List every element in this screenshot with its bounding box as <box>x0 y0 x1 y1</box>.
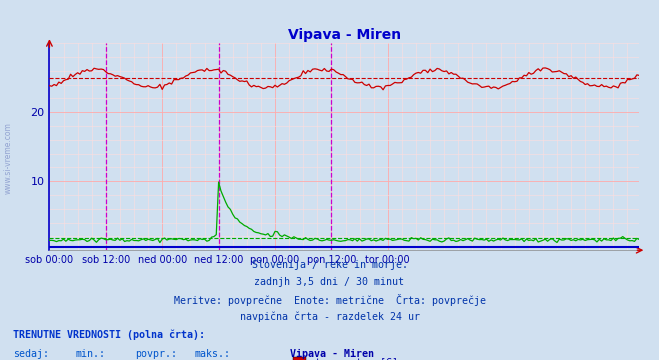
Text: www.si-vreme.com: www.si-vreme.com <box>3 122 13 194</box>
Text: zadnjh 3,5 dni / 30 minut: zadnjh 3,5 dni / 30 minut <box>254 277 405 287</box>
Text: povpr.:: povpr.: <box>135 349 177 359</box>
Text: TRENUTNE VREDNOSTI (polna črta):: TRENUTNE VREDNOSTI (polna črta): <box>13 329 205 340</box>
Text: temperatura[C]: temperatura[C] <box>314 358 398 360</box>
Text: maks.:: maks.: <box>194 349 231 359</box>
Text: Meritve: povprečne  Enote: metrične  Črta: povprečje: Meritve: povprečne Enote: metrične Črta:… <box>173 294 486 306</box>
Text: sedaj:: sedaj: <box>13 349 49 359</box>
Text: min.:: min.: <box>76 349 106 359</box>
Text: Vipava - Miren: Vipava - Miren <box>290 349 374 359</box>
Text: navpična črta - razdelek 24 ur: navpična črta - razdelek 24 ur <box>239 312 420 322</box>
Title: Vipava - Miren: Vipava - Miren <box>288 28 401 42</box>
Text: Slovenija / reke in morje.: Slovenija / reke in morje. <box>252 260 407 270</box>
